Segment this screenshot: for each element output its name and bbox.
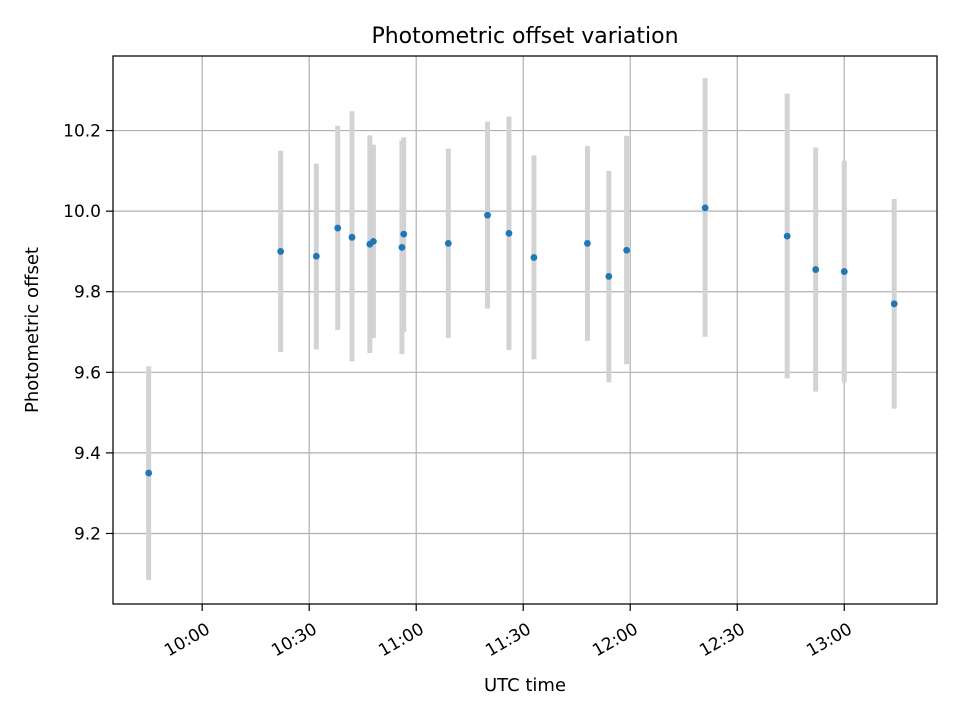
y-tick-label: 10.0: [63, 202, 101, 222]
y-axis-label: Photometric offset: [22, 247, 43, 413]
data-point: [398, 243, 406, 251]
grid: [113, 56, 937, 604]
data-point: [444, 239, 452, 247]
x-axis: 10:00 10:30 11:00 11:30 12:00 12:30 13:00: [161, 604, 856, 661]
y-tick-label: 10.2: [63, 122, 101, 142]
y-tick-label: 9.8: [74, 283, 101, 303]
data-point: [584, 239, 591, 247]
data-point: [400, 230, 408, 238]
data-point: [812, 266, 820, 273]
data-point: [348, 233, 356, 241]
data-point: [840, 268, 848, 275]
data-point: [145, 469, 153, 477]
data-point: [605, 273, 613, 280]
plot-area-frame: [112, 55, 938, 605]
data-point: [277, 248, 285, 255]
data-point: [623, 246, 631, 254]
data-points: [145, 204, 898, 477]
data-point: [484, 211, 491, 219]
y-tick-label: 9.4: [74, 444, 101, 464]
data-point: [369, 237, 377, 245]
chart-title: Photometric offset variation: [371, 24, 678, 49]
data-point: [312, 252, 320, 260]
data-point: [701, 204, 709, 212]
data-point: [890, 300, 898, 308]
data-point: [783, 232, 791, 240]
x-axis-label: UTC time: [484, 675, 566, 696]
data-point: [530, 254, 538, 261]
data-point: [334, 224, 342, 232]
y-tick-label: 9.2: [74, 524, 101, 544]
y-tick-label: 9.6: [74, 363, 101, 383]
y-axis: 9.2 9.4 9.6 9.8 10.0 10.2: [63, 122, 113, 544]
data-point: [505, 229, 513, 237]
